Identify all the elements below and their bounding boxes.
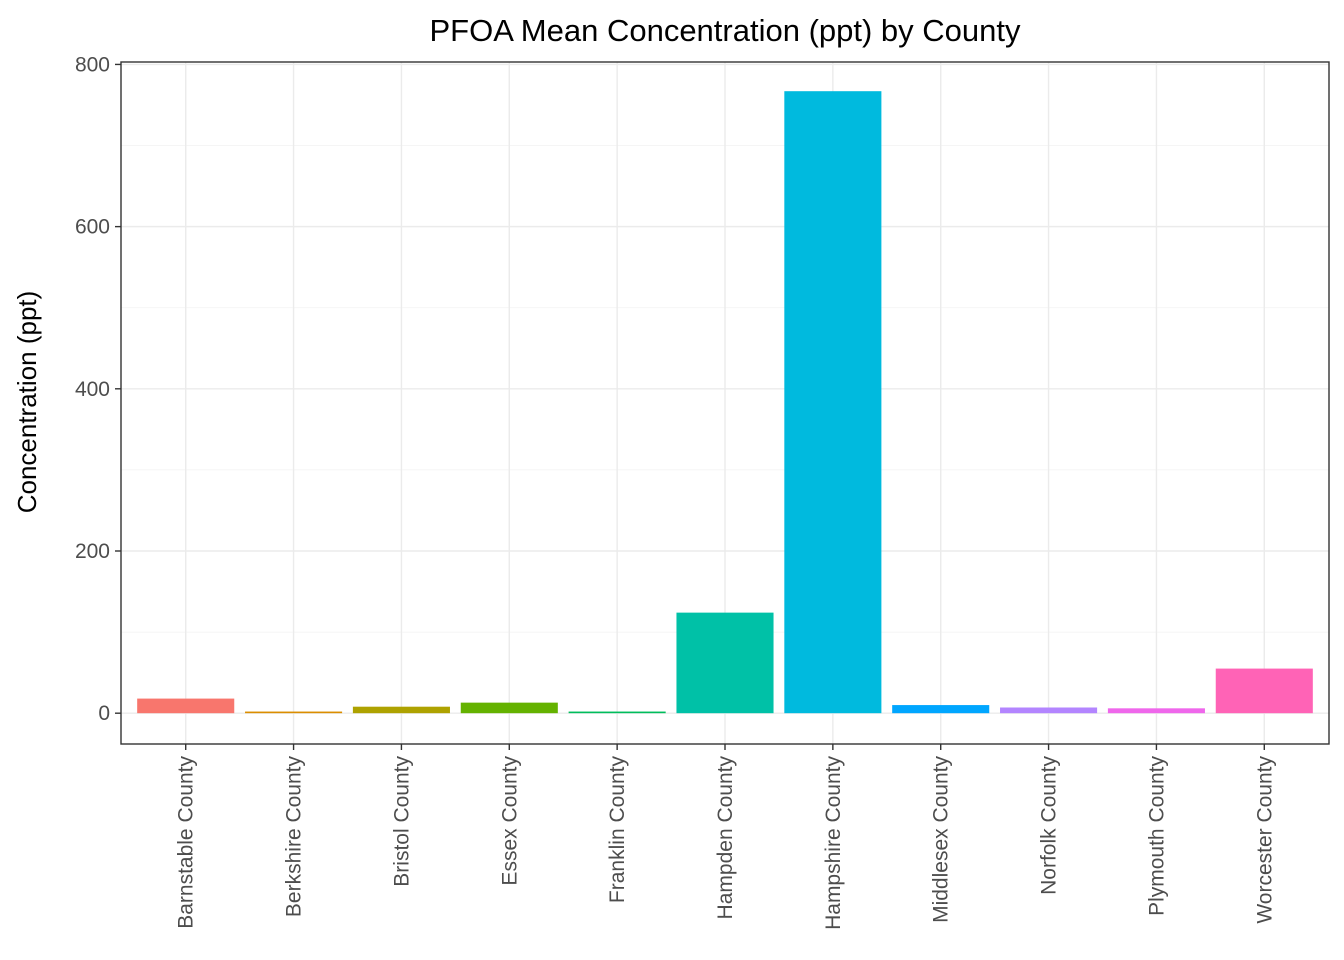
- x-tick-label: Hampshire County: [822, 756, 845, 930]
- bar-hampshire-county: [784, 91, 882, 714]
- y-tick-label: 200: [75, 540, 110, 563]
- bar-essex-county: [460, 702, 558, 714]
- y-tick-label: 600: [75, 216, 110, 239]
- x-axis: Barnstable County Berkshire County Bristol…: [175, 744, 1276, 930]
- y-tick-label: 400: [75, 378, 110, 401]
- bar-barnstable-county: [137, 698, 235, 714]
- x-tick-label: Berkshire County: [283, 756, 306, 918]
- bar-franklin-county: [568, 711, 666, 714]
- x-tick-label: Worcester County: [1253, 756, 1276, 924]
- x-tick-label: Plymouth County: [1145, 756, 1168, 916]
- x-tick-label: Franklin County: [606, 756, 629, 904]
- gridlines: [121, 62, 1329, 744]
- x-tick-label: Bristol County: [390, 756, 413, 887]
- bar-berkshire-county: [245, 711, 343, 714]
- y-axis: 0 200 400 600 800: [75, 53, 121, 725]
- x-tick-label: Middlesex County: [930, 756, 953, 923]
- y-tick-label: 0: [98, 702, 110, 725]
- bar-middlesex-county: [892, 705, 990, 714]
- bars: [137, 91, 1313, 714]
- bar-hampden-county: [676, 612, 774, 714]
- y-tick-label: 800: [75, 53, 110, 76]
- x-tick-label: Essex County: [498, 756, 521, 886]
- x-tick-label: Norfolk County: [1038, 756, 1061, 895]
- bar-bristol-county: [352, 706, 450, 714]
- bar-plymouth-county: [1107, 708, 1205, 714]
- chart-title: PFOA Mean Concentration (ppt) by County: [429, 13, 1021, 48]
- bar-worcester-county: [1215, 668, 1313, 714]
- x-tick-label: Hampden County: [714, 756, 737, 920]
- y-axis-label: Concentration (ppt): [12, 291, 42, 514]
- bar-norfolk-county: [1000, 707, 1098, 714]
- x-tick-label: Barnstable County: [175, 756, 198, 929]
